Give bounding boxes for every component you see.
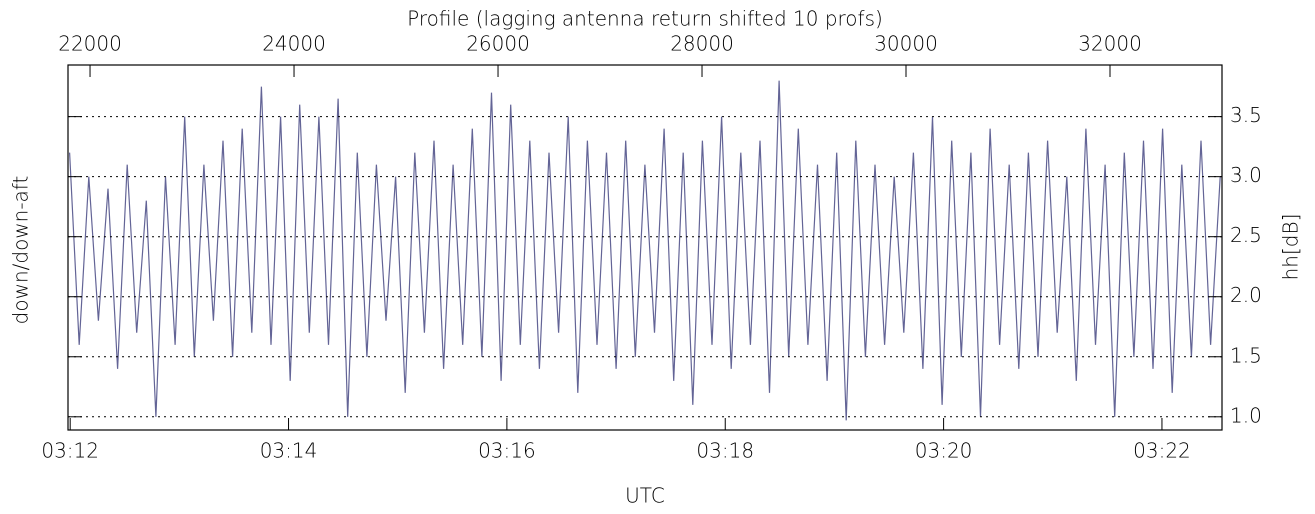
top-tick-label: 26000 [466,32,530,56]
top-tick-label: 24000 [262,32,326,56]
y-tick-label: 2.0 [1230,283,1262,307]
top-tick-label: 30000 [874,32,938,56]
y-tick-label: 2.5 [1230,223,1262,247]
top-tick-label: 32000 [1078,32,1142,56]
data-line [69,80,1221,421]
bottom-tick-label: 03:22 [1133,439,1191,463]
left-axis-label: down/down-aft [9,176,33,325]
plot-frame [67,64,1223,431]
y-tick-label: 3.0 [1230,163,1262,187]
right-axis-label: hh[dB] [1279,214,1303,281]
bottom-tick-label: 03:14 [260,439,318,463]
y-tick-label: 1.5 [1230,343,1262,367]
top-tick-label: 28000 [670,32,734,56]
bottom-tick-label: 03:20 [915,439,973,463]
bottom-tick-label: 03:12 [41,439,99,463]
y-tick-label: 3.5 [1230,103,1262,127]
top-tick-label: 22000 [58,32,122,56]
bottom-axis-label: UTC [625,484,665,508]
top-axis-label: Profile (lagging antenna return shifted … [407,7,883,31]
bottom-tick-label: 03:18 [696,439,754,463]
bottom-tick-label: 03:16 [478,439,536,463]
y-tick-label: 1.0 [1230,403,1262,427]
